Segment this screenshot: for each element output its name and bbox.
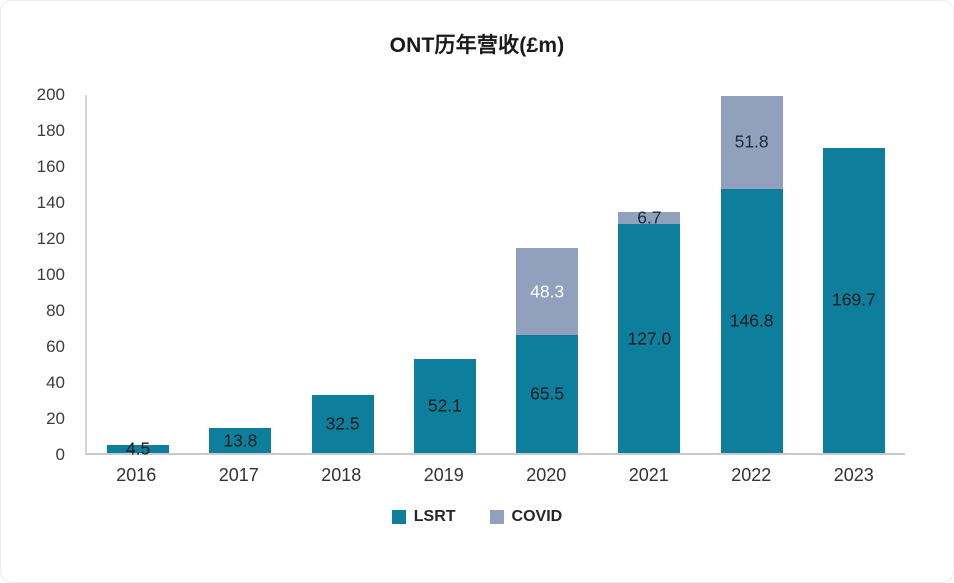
bar-segment-lsrt: 65.5	[516, 335, 579, 453]
bar-value-label: 6.7	[637, 207, 662, 228]
bar-value-label: 32.5	[325, 413, 360, 434]
y-tick-label: 20	[46, 409, 65, 428]
bar-value-label: 146.8	[729, 310, 774, 331]
legend: LSRT COVID	[1, 508, 953, 526]
bar-column: 48.3 65.5	[516, 95, 579, 453]
y-axis: 0 20 40 60 80 100 120 140 160 180 200	[21, 86, 75, 464]
bar-value-label: 51.8	[734, 131, 769, 152]
x-axis: 2016 2017 2018 2019 2020 2021 2022 2023	[85, 465, 905, 486]
y-tick-label: 200	[36, 85, 65, 104]
y-tick-label: 0	[55, 445, 65, 464]
bar-value-label: 13.8	[223, 430, 258, 451]
bar-segment-lsrt: 32.5	[311, 394, 374, 453]
bar-column: 52.1	[413, 95, 476, 453]
bar-value-label: 169.7	[831, 289, 876, 310]
legend-item-lsrt: LSRT	[391, 508, 456, 526]
bar-segment-covid: 48.3	[516, 248, 579, 336]
bar-column: 51.8 146.8	[720, 95, 783, 453]
x-axis-label: 2018	[321, 465, 362, 485]
x-axis-label: 2021	[628, 465, 669, 485]
y-tick-label: 100	[36, 265, 65, 284]
y-tick-label: 180	[36, 121, 65, 140]
legend-label: COVID	[511, 508, 563, 525]
bar-value-label: 4.5	[125, 438, 151, 459]
bar-segment-lsrt: 52.1	[413, 359, 476, 453]
legend-item-covid: COVID	[489, 508, 563, 526]
bar-segment-lsrt: 4.5	[107, 438, 170, 458]
legend-swatch-icon	[489, 510, 504, 524]
chart-title: ONT历年营收(£m)	[389, 34, 565, 57]
y-tick-label: 120	[36, 229, 65, 248]
bar-value-label: 65.5	[530, 383, 565, 404]
bar-column: 169.7	[822, 95, 885, 453]
bar-segment-lsrt: 146.8	[720, 188, 783, 453]
bar-value-label: 127.0	[627, 328, 672, 349]
x-axis-label: 2022	[731, 465, 772, 485]
bar-column: 4.5	[107, 95, 170, 458]
bar-segment-lsrt: 127.0	[618, 224, 681, 453]
bar-column: 6.7 127.0	[618, 95, 681, 453]
bar-column: 13.8	[209, 95, 272, 453]
bar-segment-covid: 6.7	[618, 208, 681, 228]
x-axis-label: 2019	[423, 465, 464, 485]
x-axis-label: 2020	[526, 465, 567, 485]
x-axis-label: 2016	[116, 465, 157, 485]
legend-label: LSRT	[413, 508, 456, 525]
bar-column: 32.5	[311, 95, 374, 453]
x-axis-label: 2023	[833, 465, 874, 485]
legend-swatch-icon	[391, 510, 406, 524]
bar-value-label: 52.1	[427, 395, 462, 416]
bar-segment-covid: 51.8	[720, 95, 783, 189]
x-axis-label: 2017	[218, 465, 259, 485]
plot-wrap: 0 20 40 60 80 100 120 140 160 180 200 4.5 13.8 32.5 5…	[37, 86, 905, 464]
y-tick-label: 140	[36, 193, 65, 212]
y-tick-label: 60	[46, 337, 65, 356]
bar-segment-lsrt: 169.7	[822, 147, 885, 453]
y-tick-label: 80	[46, 301, 65, 320]
y-tick-label: 160	[36, 157, 65, 176]
bar-segment-lsrt: 13.8	[209, 428, 272, 453]
plot-area: 4.5 13.8 32.5 52.1 48.3 65.5 6.7 127.0 51.8 146.8…	[85, 95, 905, 458]
y-tick-label: 40	[46, 373, 65, 392]
bar-value-label: 48.3	[530, 281, 565, 302]
